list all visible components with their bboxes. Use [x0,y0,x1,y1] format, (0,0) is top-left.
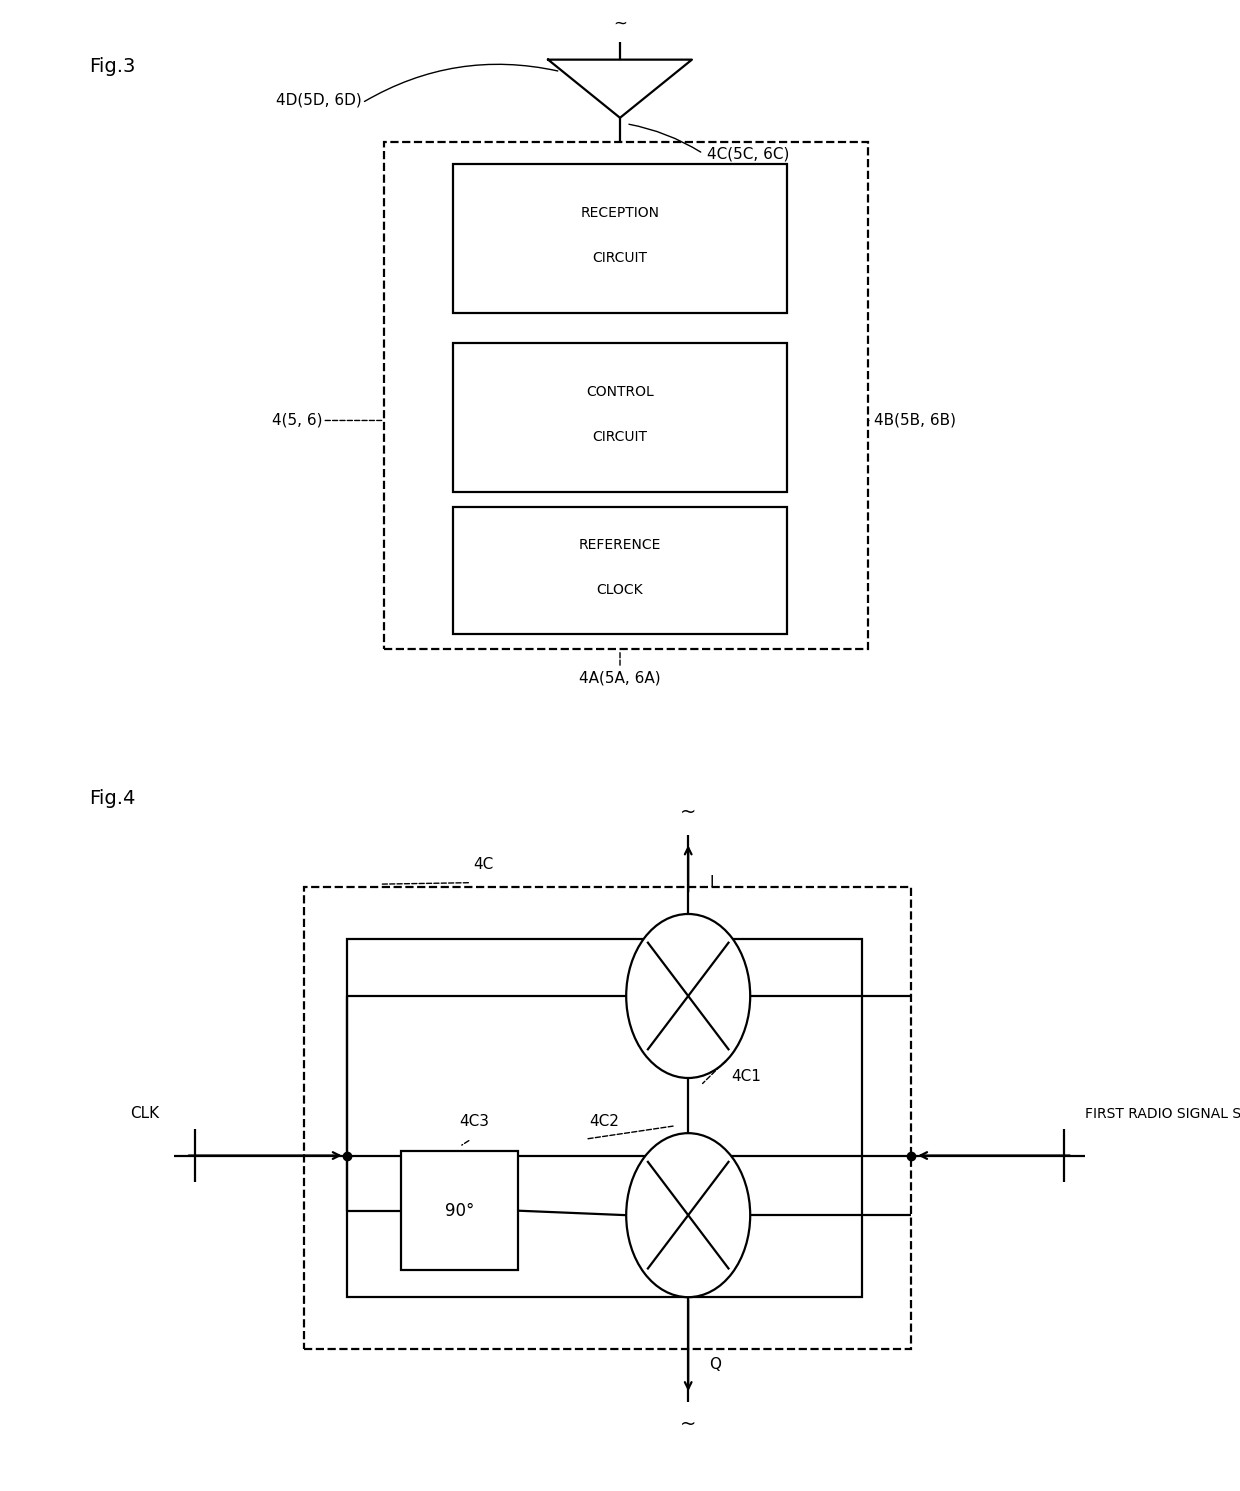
Text: ~: ~ [680,804,697,822]
Bar [453,164,787,313]
Text: RECEPTION: RECEPTION [580,206,660,221]
Text: 4(5, 6): 4(5, 6) [272,413,322,428]
Text: Q: Q [709,1357,722,1372]
Text: Fig.4: Fig.4 [89,789,135,808]
Text: 4C(5C, 6C): 4C(5C, 6C) [707,146,789,161]
Bar [453,343,787,492]
Ellipse shape [626,1133,750,1297]
Text: CIRCUIT: CIRCUIT [593,250,647,265]
Text: 4C: 4C [474,857,494,872]
Text: ~: ~ [680,1415,697,1433]
Bar [453,507,787,634]
Text: I: I [709,875,714,890]
Text: 4C1: 4C1 [732,1069,761,1084]
Text: CONTROL: CONTROL [587,385,653,400]
Text: CIRCUIT: CIRCUIT [593,429,647,444]
Text: REFERENCE: REFERENCE [579,538,661,552]
Bar [304,887,911,1349]
Text: Fig.3: Fig.3 [89,57,135,76]
Ellipse shape [626,914,750,1078]
Bar [401,1151,518,1270]
Text: CLK: CLK [130,1106,159,1121]
Text: 4C2: 4C2 [589,1114,619,1129]
Bar [384,142,868,649]
Text: 4C3: 4C3 [459,1114,489,1129]
Text: 4D(5D, 6D): 4D(5D, 6D) [277,92,362,107]
Text: 90°: 90° [445,1202,474,1220]
Text: FIRST RADIO SIGNAL S1: FIRST RADIO SIGNAL S1 [1085,1106,1240,1121]
Text: CLOCK: CLOCK [596,583,644,596]
Text: 4A(5A, 6A): 4A(5A, 6A) [579,671,661,686]
Bar [347,939,862,1297]
Text: 4B(5B, 6B): 4B(5B, 6B) [874,413,956,428]
Text: ~: ~ [613,15,627,33]
